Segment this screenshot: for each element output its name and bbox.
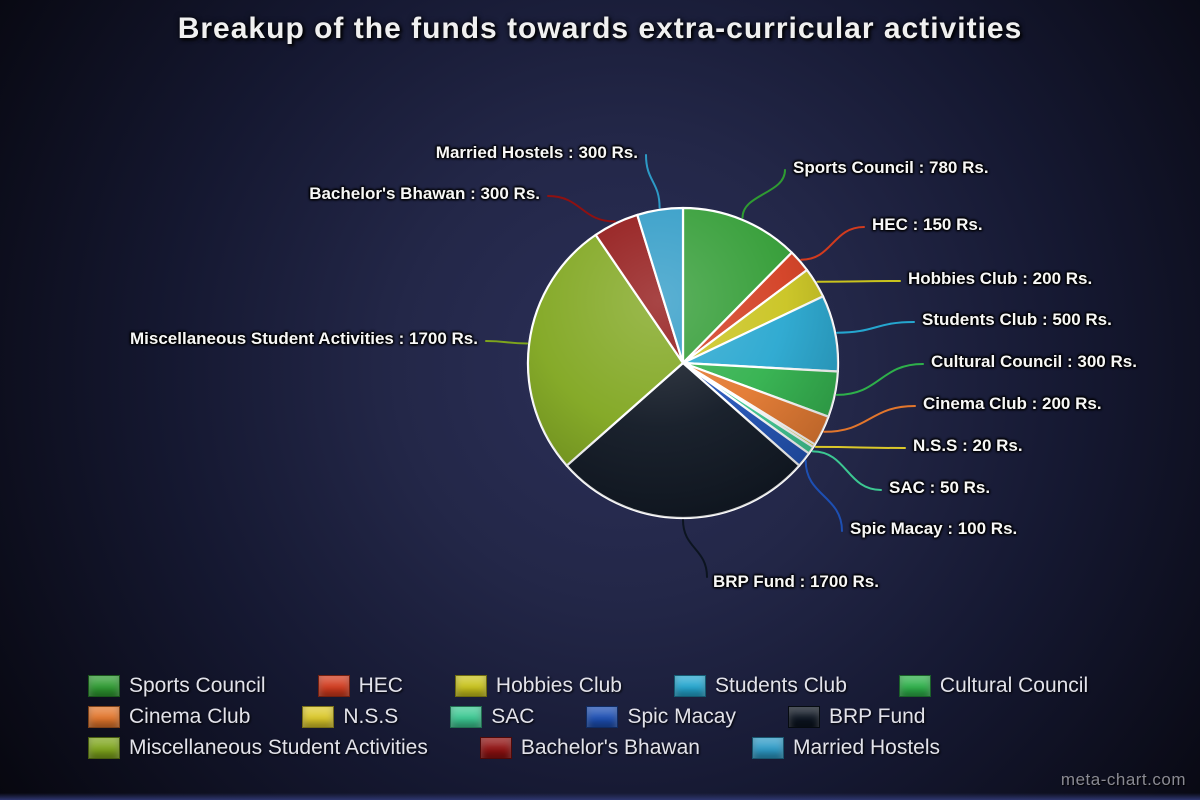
legend-label: HEC [358,674,403,697]
leader-line-cinema-club [823,405,916,433]
legend-swatch-n-s-s [302,706,335,728]
legend-label: Miscellaneous Student Activities [129,736,428,759]
leader-lines [485,154,924,578]
legend-row: Cinema Club N.S.S SAC Spic Macay BRP Fund [88,705,1168,729]
legend-label: Cinema Club [129,705,251,728]
pie-slice-students-club [681,295,840,373]
chart-title: Breakup of the funds towards extra-curri… [177,12,1023,45]
pie-slice-hobbies-club [681,268,825,365]
slice-label-spic-macay: Spic Macay : 100 Rs. [850,519,1018,538]
legend-item-married-hostels: Married Hostels [751,736,940,760]
legend-swatch-students-club [673,675,706,697]
legend: Sports Council HEC Hobbies Club Students Cl… [88,674,1168,767]
legend-label: Sports Council [129,674,266,697]
legend-item-n-s-s: N.S.S [302,705,398,729]
legend-label: SAC [491,705,535,728]
pie-slice-spic-macay [681,361,810,467]
legend-item-sac: SAC [450,705,534,729]
legend-label: Married Hostels [792,736,940,759]
legend-item-miscellaneous-student-activities: Miscellaneous Student Activities [88,736,428,760]
slice-label-cinema-club: Cinema Club : 200 Rs. [923,394,1102,413]
pie-shine-overlay [528,208,838,518]
legend-swatch-cultural-council [898,675,931,697]
slice-label-hec: HEC : 150 Rs. [872,215,983,234]
leader-line-bachelor-s-bhawan [547,195,616,223]
pie-slice-hec [681,251,809,365]
leader-line-miscellaneous-student-activities [485,340,529,345]
leader-line-married-hostels [645,154,661,209]
slice-label-cultural-council: Cultural Council : 300 Rs. [931,352,1137,371]
leader-line-cultural-council [835,363,924,396]
legend-swatch-hec [317,675,350,697]
legend-item-students-club: Students Club [673,674,847,698]
pie-slice-n-s-s [681,361,816,449]
legend-item-sports-council: Sports Council [88,674,266,698]
legend-swatch-cinema-club [88,706,120,728]
legend-label: Students Club [714,674,847,697]
legend-swatch-hobbies-club [454,675,487,697]
leader-line-sports-council [741,169,786,219]
legend-item-bachelor-s-bhawan: Bachelor's Bhawan [479,736,700,760]
legend-label: BRP Fund [828,705,926,728]
legend-label: Cultural Council [939,674,1089,697]
legend-swatch-married-hostels [751,737,784,759]
legend-item-spic-macay: Spic Macay [586,705,736,729]
pie-slice-cultural-council [681,361,839,418]
slice-label-sports-council: Sports Council : 780 Rs. [793,158,989,177]
pie-slice-married-hostels [636,206,685,365]
slice-label-brp-fund: BRP Fund : 1700 Rs. [713,572,879,591]
pie-slice-cinema-club [681,361,830,446]
legend-item-hec: HEC [317,674,403,698]
pie-slice-miscellaneous-student-activities [526,233,685,467]
leader-line-students-club [836,321,915,334]
legend-row: Sports Council HEC Hobbies Club Students Cl… [88,674,1168,698]
leader-line-sac [811,450,882,491]
legend-item-brp-fund: BRP Fund [787,705,926,729]
legend-row: Miscellaneous Student Activities Bachelor… [88,736,1168,760]
slice-label-students-club: Students Club : 500 Rs. [922,310,1112,329]
leader-line-brp-fund [682,519,708,578]
legend-swatch-sports-council [88,675,120,697]
pie-slice-bachelor-s-bhawan [594,213,685,365]
bottom-edge-glow [0,793,1200,800]
pie-slice-sac [681,361,815,455]
legend-swatch-bachelor-s-bhawan [479,737,512,759]
legend-swatch-miscellaneous-student-activities [88,737,120,759]
slice-label-miscellaneous-student-activities: Miscellaneous Student Activities : 1700 … [130,329,478,348]
legend-swatch-spic-macay [586,706,619,728]
leader-line-hobbies-club [816,280,901,283]
legend-label: Spic Macay [627,705,736,728]
pie-slice-sports-council [681,206,793,365]
watermark: meta-chart.com [1060,770,1186,789]
legend-item-cinema-club: Cinema Club [88,705,250,729]
legend-item-cultural-council: Cultural Council [898,674,1089,698]
legend-label: N.S.S [343,705,399,728]
leader-line-spic-macay [804,459,843,532]
slice-label-n-s-s: N.S.S : 20 Rs. [913,436,1023,455]
leader-line-n-s-s [814,445,906,449]
slice-label-hobbies-club: Hobbies Club : 200 Rs. [908,269,1093,288]
legend-swatch-brp-fund [787,706,820,728]
pie-slice-brp-fund [565,361,801,520]
pie-slices [526,206,840,520]
leader-line-hec [800,226,865,261]
slice-label-bachelor-s-bhawan: Bachelor's Bhawan : 300 Rs. [309,184,540,203]
slice-label-sac: SAC : 50 Rs. [889,478,991,497]
legend-label: Bachelor's Bhawan [520,736,700,759]
slice-label-married-hostels: Married Hostels : 300 Rs. [435,143,638,162]
legend-item-hobbies-club: Hobbies Club [454,674,622,698]
legend-swatch-sac [450,706,483,728]
legend-label: Hobbies Club [495,674,622,697]
